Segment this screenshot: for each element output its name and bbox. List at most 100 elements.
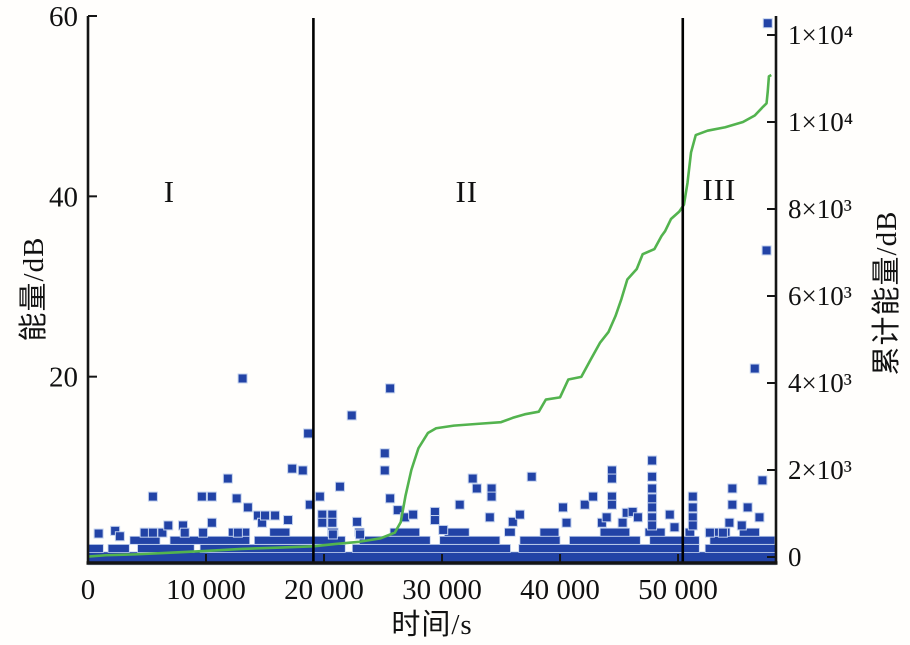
energy-point [346, 410, 357, 421]
energy-point [669, 522, 680, 533]
energy-point [385, 493, 396, 504]
energy-band-segment [504, 527, 516, 537]
energy-band-segment [539, 527, 560, 537]
energy-point [627, 506, 638, 517]
scatter-band-layer [87, 527, 777, 566]
energy-point [507, 516, 518, 527]
energy-point [93, 528, 104, 539]
energy-point [727, 499, 738, 510]
energy-point [179, 527, 190, 538]
energy-point [231, 493, 242, 504]
energy-point [467, 473, 478, 484]
energy-point [757, 475, 768, 486]
energy-point [717, 527, 728, 538]
energy-point [114, 531, 125, 542]
energy-point [385, 383, 396, 394]
energy-band-segment [518, 544, 700, 553]
energy-point [222, 473, 233, 484]
energy-point [408, 509, 419, 520]
right-tick-label: 4×10³ [788, 368, 852, 398]
energy-point [742, 502, 753, 513]
energy-band-segment [569, 535, 641, 545]
energy-band-segment [739, 527, 760, 537]
energy-point [206, 491, 217, 502]
line-layer [87, 73, 772, 558]
energy-point [579, 499, 590, 510]
energy-point [147, 491, 158, 502]
right-tick-label: 2×10³ [788, 455, 852, 485]
energy-point [454, 499, 465, 510]
axes-layer [86, 16, 778, 565]
x-tick-label: 50 000 [638, 574, 718, 606]
right-tick-label: 1×10⁴ [788, 107, 853, 137]
energy-point [327, 517, 338, 528]
energy-point [704, 527, 715, 538]
left-tick-label: 40 [49, 181, 78, 213]
energy-point [139, 527, 150, 538]
region-label-3: III [702, 172, 737, 208]
energy-point [429, 515, 440, 526]
energy-point [606, 499, 617, 510]
energy-point [514, 509, 525, 520]
energy-band-segment [389, 527, 421, 537]
energy-point [484, 512, 495, 523]
x-tick-label: 0 [81, 574, 96, 606]
energy-point [379, 448, 390, 459]
energy-band-segment [253, 535, 346, 545]
energy-point [754, 512, 765, 523]
energy-band-segment [439, 535, 501, 545]
energy-point [632, 512, 643, 523]
right-axis-title: 累计能量/dB [871, 210, 903, 376]
energy-band-segment [704, 544, 777, 553]
energy-point [736, 520, 747, 531]
region-label-2: II [455, 173, 479, 209]
energy-point [283, 515, 294, 526]
left-tick-label: 20 [49, 362, 78, 394]
x-tick-label: 10 000 [166, 574, 246, 606]
energy-point [232, 527, 243, 538]
energy-point [196, 491, 207, 502]
energy-point [314, 491, 325, 502]
right-tick-label: 8×10³ [788, 194, 852, 224]
right-tick-label: 0 [788, 542, 802, 572]
energy-point [471, 483, 482, 494]
x-axis-title: 时间/s [391, 609, 473, 641]
energy-point [287, 463, 298, 474]
energy-point [762, 18, 773, 29]
energy-point [617, 517, 628, 528]
energy-band-segment [519, 535, 561, 545]
energy-point [664, 509, 675, 520]
energy-point [601, 512, 612, 523]
right-tick-label: 1×10⁴ [788, 20, 853, 50]
energy-point [749, 363, 760, 374]
tick-layer: 0 10 000 20 000 30 000 40 000 50 000 20 40 60 0 2×… [49, 1, 853, 606]
energy-point [379, 465, 390, 476]
energy-point [647, 520, 658, 531]
energy-point [724, 517, 735, 528]
left-tick-label: 60 [49, 1, 78, 33]
energy-point [588, 491, 599, 502]
divider-layer [312, 18, 685, 563]
energy-point [647, 471, 658, 482]
x-tick-label: 40 000 [520, 574, 600, 606]
energy-band-segment [649, 535, 700, 545]
energy-point [237, 373, 248, 384]
energy-point [297, 465, 308, 476]
energy-point [606, 473, 617, 484]
energy-point [157, 527, 168, 538]
energy-point [260, 510, 271, 521]
energy-band-segment [169, 535, 251, 545]
right-tick-label: 6×10³ [788, 281, 852, 311]
energy-point [317, 517, 328, 528]
energy-band-segment [269, 527, 291, 537]
energy-point [438, 524, 449, 535]
energy-point [303, 428, 314, 439]
scatter-layer [93, 18, 773, 542]
energy-point [355, 529, 366, 540]
energy-point [561, 517, 572, 528]
energy-point [647, 483, 658, 494]
energy-point [687, 502, 698, 513]
energy-point [163, 520, 174, 531]
energy-point [147, 527, 158, 538]
